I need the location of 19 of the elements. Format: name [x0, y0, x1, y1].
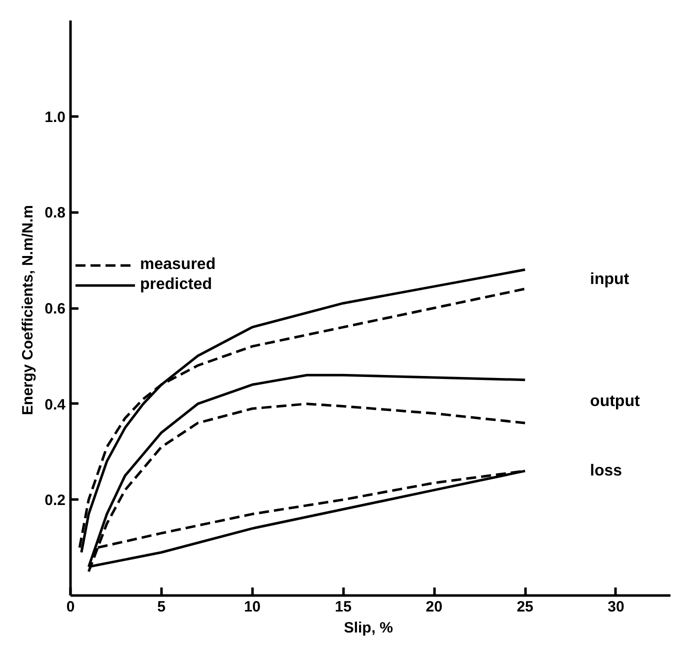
legend-label: measured [140, 256, 216, 274]
x-tick-label: 15 [334, 598, 352, 616]
x-axis-title: Slip, % [344, 620, 394, 636]
y-tick-label: 0.6 [44, 300, 66, 318]
y-tick-label: 0.8 [44, 204, 66, 222]
x-tick-label: 20 [426, 598, 442, 616]
y-tick-label: 1.0 [44, 108, 66, 126]
annotation: output [590, 392, 640, 410]
legend-label: predicted [140, 276, 212, 294]
x-tick-label: 30 [608, 598, 624, 616]
annotation: input [590, 270, 630, 288]
y-tick-label: 0.2 [44, 492, 66, 510]
y-axis-title: Energy Coefficients, N.m/N.m [20, 205, 37, 416]
x-tick-label: 25 [516, 598, 534, 616]
y-tick-label: 0.4 [44, 396, 66, 414]
x-tick-label: 0 [66, 598, 75, 616]
x-tick-label: 5 [157, 598, 166, 616]
x-tick-label: 10 [244, 598, 261, 616]
annotation: loss [590, 462, 622, 480]
